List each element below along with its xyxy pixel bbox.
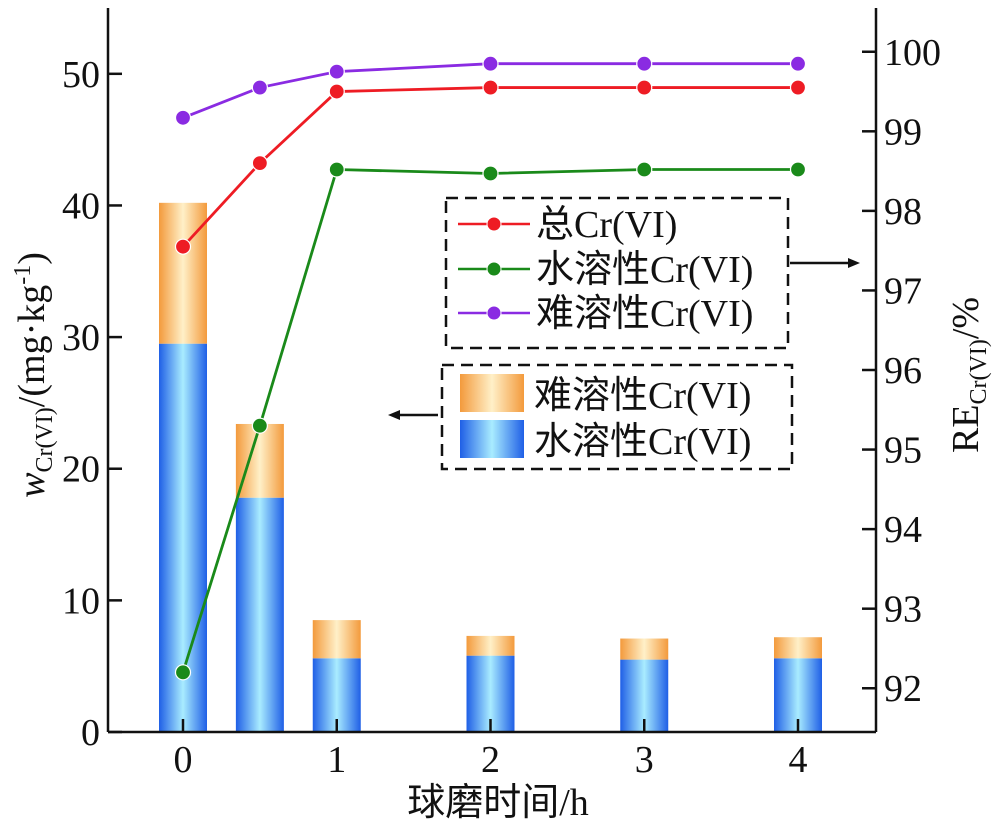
- bar-insoluble: [312, 620, 361, 659]
- lines-layer: [174, 55, 807, 681]
- right-axis-title: RECr(VI)/%: [945, 297, 992, 453]
- line-water-soluble-point: [251, 417, 268, 434]
- left-axis-title-unit: /(mg·kg: [11, 285, 53, 407]
- left-axis-ticks: 0 10 20 30 40 50: [62, 54, 122, 754]
- bar-insoluble: [235, 423, 284, 498]
- legend-marker-2: [486, 305, 502, 321]
- line-total-point: [328, 83, 345, 100]
- x-tick-label: 2: [481, 739, 500, 781]
- right-axis-title-unit: /%: [945, 297, 987, 339]
- legend-bar-swatch-0: [460, 374, 524, 412]
- line-legend: 总Cr(VI) 水溶性Cr(VI) 难溶性Cr(VI): [458, 204, 753, 335]
- line-water-soluble-point: [174, 664, 192, 681]
- right-tick-label: 94: [884, 509, 922, 551]
- left-tick-label: 30: [62, 317, 100, 359]
- bar-legend-box: [440, 363, 794, 471]
- left-tick-label: 0: [81, 712, 100, 754]
- line-water-soluble-point: [789, 161, 807, 178]
- line-total-point: [789, 79, 807, 96]
- right-tick-label: 96: [884, 350, 922, 392]
- x-tick-label: 0: [174, 739, 193, 781]
- line-insoluble-point: [636, 55, 653, 72]
- right-tick-label: 100: [884, 32, 941, 74]
- bar-water-soluble: [235, 497, 284, 732]
- bar-insoluble: [466, 635, 515, 656]
- right-tick-label: 99: [884, 111, 922, 153]
- bar-insoluble: [774, 637, 822, 659]
- line-legend-box: [444, 196, 790, 350]
- x-tick-label: 3: [635, 739, 654, 781]
- left-tick-label: 50: [62, 54, 100, 96]
- bar-insoluble: [159, 202, 207, 344]
- line-total-point: [251, 155, 268, 172]
- legend-bar-label-0: 难溶性Cr(VI): [534, 375, 751, 417]
- line-total-point: [174, 238, 192, 255]
- left-tick-label: 40: [62, 185, 100, 227]
- line-total-point: [636, 79, 653, 96]
- legend-line-label-1: 水溶性Cr(VI): [536, 249, 753, 291]
- bar-legend: 难溶性Cr(VI) 水溶性Cr(VI): [460, 374, 751, 463]
- x-tick-label: 1: [327, 739, 346, 781]
- line-insoluble-point: [251, 79, 268, 96]
- right-tick-label: 98: [884, 191, 922, 233]
- line-insoluble-point: [789, 55, 807, 72]
- x-tick-label: 4: [789, 739, 808, 781]
- line-water-soluble-point: [636, 161, 653, 178]
- left-axis-title: wCr(VI)/(mg·kg-1): [10, 252, 58, 498]
- line-insoluble-point: [174, 109, 192, 126]
- right-axis-title-sub: Cr(VI): [966, 339, 992, 404]
- line-insoluble-point: [328, 63, 345, 80]
- legend-line-label-2: 难溶性Cr(VI): [536, 293, 753, 335]
- right-tick-label: 95: [884, 430, 922, 472]
- line-water-soluble-point: [328, 161, 345, 178]
- x-axis-title: 球磨时间/h: [407, 782, 589, 824]
- bar-insoluble: [620, 638, 669, 660]
- right-axis-title-group: RECr(VI)/%: [945, 297, 992, 453]
- line-insoluble-point: [482, 55, 499, 72]
- left-tick-label: 10: [62, 580, 100, 622]
- left-axis-title-main: w: [11, 472, 53, 498]
- left-axis-title-sup: -1: [10, 265, 36, 285]
- left-legend-arrow-head: [388, 410, 400, 420]
- legend-marker-0: [486, 216, 502, 232]
- right-axis-ticks: 92 93 94 95 96 97 98 99 100: [862, 32, 941, 710]
- line-water-soluble: [181, 168, 798, 673]
- right-tick-label: 92: [884, 668, 922, 710]
- line-water-soluble-point: [482, 165, 499, 182]
- right-legend-arrow-head: [848, 258, 860, 268]
- legend-line-label-0: 总Cr(VI): [536, 204, 677, 246]
- legend-marker-1: [486, 261, 502, 277]
- line-insoluble: [182, 62, 798, 120]
- left-axis-title-sub: Cr(VI): [32, 407, 58, 472]
- line-total-point: [482, 79, 499, 96]
- left-axis-title-close: ): [11, 252, 53, 265]
- right-tick-label: 97: [884, 270, 922, 312]
- right-tick-label: 93: [884, 589, 922, 631]
- legend-bar-label-1: 水溶性Cr(VI): [534, 421, 751, 463]
- right-axis-title-main: RE: [945, 404, 987, 453]
- line-total: [181, 86, 798, 248]
- left-axis-title-group: wCr(VI)/(mg·kg-1): [10, 252, 58, 498]
- legend-bar-swatch-1: [460, 420, 524, 458]
- left-tick-label: 20: [62, 449, 100, 491]
- x-axis-ticks: 0 1 2 3 4: [174, 719, 808, 781]
